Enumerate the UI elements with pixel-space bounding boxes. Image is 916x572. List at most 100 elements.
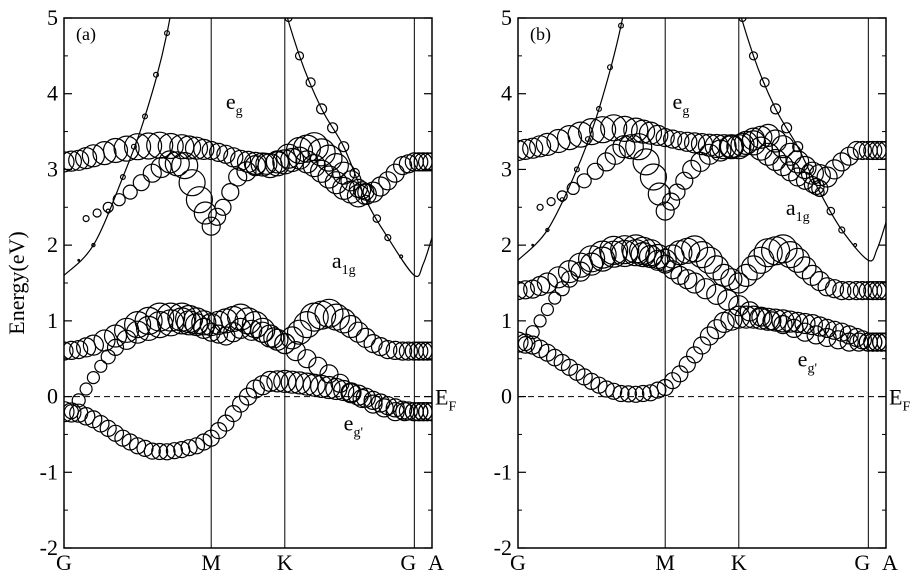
plot-frame	[63, 17, 433, 549]
band-weight-marker	[852, 140, 873, 161]
plot-data	[64, 18, 432, 461]
band-weight-marker	[518, 138, 536, 160]
band-weight-marker	[801, 264, 824, 286]
band-weight-marker	[612, 384, 630, 403]
band-weight-marker	[418, 152, 432, 172]
band-weight-marker	[809, 316, 830, 337]
band-weight-marker	[600, 240, 628, 268]
band-weight-marker	[763, 129, 788, 153]
band-weight-marker	[252, 375, 273, 396]
band-weight-marker	[540, 302, 555, 317]
band-weight-marker	[294, 51, 305, 61]
x-tick-label: K	[731, 550, 747, 572]
band-weight-marker	[779, 310, 802, 333]
band-weight-marker	[287, 371, 312, 395]
x-tick-label: K	[277, 550, 293, 572]
band-weight-marker	[422, 341, 432, 361]
y-tick-label: -2	[40, 535, 58, 560]
band-weight-marker	[595, 105, 602, 112]
band-weight-marker	[393, 156, 413, 176]
band-weight-marker	[209, 142, 229, 162]
band-weight-marker	[418, 402, 432, 422]
band-weight-marker	[323, 153, 349, 179]
band-weight-marker	[685, 346, 704, 364]
band-weight-marker	[232, 395, 250, 413]
band-weight-marker	[64, 402, 82, 423]
band-weight-marker	[230, 317, 252, 339]
band-weight-marker	[384, 234, 392, 242]
band-weight-marker	[688, 241, 716, 269]
band-curve	[518, 18, 886, 262]
band-weight-marker	[661, 192, 681, 211]
band-weight-marker	[143, 442, 161, 460]
band-weight-marker	[852, 281, 873, 301]
band-weight-marker	[632, 148, 660, 176]
band-weight-marker	[518, 139, 529, 162]
band-weight-marker	[824, 320, 845, 340]
band-weight-marker	[398, 341, 418, 361]
band-weight-marker	[699, 326, 720, 346]
band-weight-marker	[64, 341, 74, 361]
band-weight-marker	[625, 133, 653, 161]
band-weight-marker	[838, 226, 846, 234]
x-tick-label: G	[56, 550, 72, 572]
band-weight-marker	[92, 141, 117, 166]
band-weight-marker	[130, 143, 137, 150]
band-weight-marker	[670, 131, 690, 151]
band-weight-marker	[193, 138, 215, 160]
band-weight-marker	[832, 322, 852, 342]
band-weight-marker	[106, 338, 125, 356]
band-weight-marker	[801, 314, 824, 336]
band-weight-marker	[82, 334, 105, 356]
band-weight-marker	[201, 140, 221, 161]
band-weight-marker	[588, 116, 617, 144]
band-weight-marker	[627, 385, 645, 403]
band-weight-marker	[310, 374, 334, 398]
band-weight-marker	[876, 281, 886, 301]
band-weight-marker	[531, 243, 535, 247]
band-weight-marker	[728, 295, 750, 317]
band-weight-marker	[102, 201, 114, 213]
band-weight-marker	[556, 190, 568, 202]
band-weight-marker	[846, 281, 867, 301]
band-weight-marker	[193, 317, 215, 339]
band-weight-marker	[64, 340, 81, 360]
band-weight-marker	[663, 372, 682, 390]
band-weight-marker	[683, 272, 706, 294]
band-weight-marker	[357, 183, 375, 201]
band-series-0	[531, 18, 858, 248]
band-weight-marker	[677, 131, 698, 152]
band-weight-marker	[546, 197, 556, 207]
band-weight-marker	[157, 132, 184, 160]
band-series-1	[518, 114, 886, 188]
x-tick-label: M	[201, 550, 221, 572]
band-weight-marker	[867, 140, 886, 161]
y-tick-label: 1	[501, 308, 512, 333]
band-weight-marker	[230, 149, 252, 171]
band-weight-marker	[363, 390, 383, 410]
band-series-3	[518, 234, 886, 301]
band-weight-marker	[518, 333, 536, 354]
band-weight-marker	[728, 272, 750, 294]
band-weight-marker	[150, 156, 172, 179]
x-tick-label: A	[428, 550, 444, 572]
band-weight-marker	[124, 133, 152, 161]
band-weight-marker	[662, 129, 683, 149]
band-weight-marker	[795, 171, 815, 190]
band-weight-marker	[64, 401, 75, 423]
band-weight-marker	[748, 51, 759, 61]
band-weight-marker	[647, 124, 669, 146]
y-tick-label: -2	[494, 535, 512, 560]
band-weight-marker	[372, 214, 382, 223]
band-weight-marker	[668, 183, 686, 201]
band-weight-marker	[223, 322, 244, 343]
x-tick-label: G	[510, 550, 526, 572]
band-weight-marker	[363, 394, 383, 414]
band-weight-marker	[347, 321, 369, 343]
band-weight-marker	[605, 382, 623, 400]
band-weight-marker	[839, 281, 859, 301]
band-weight-marker	[756, 142, 780, 166]
band-weight-marker	[704, 133, 729, 159]
band-weight-marker	[559, 197, 565, 203]
